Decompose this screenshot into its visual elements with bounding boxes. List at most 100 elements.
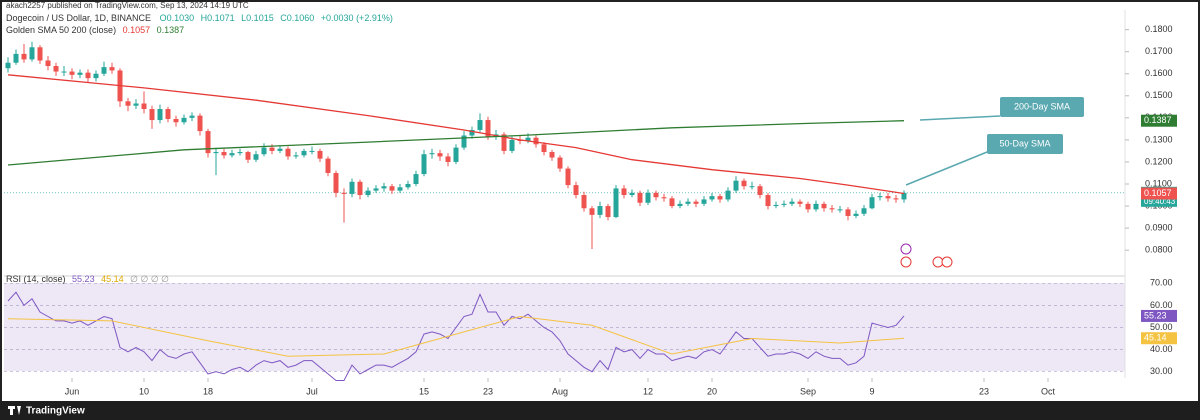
candle-body xyxy=(5,62,11,69)
candle-body xyxy=(461,135,467,148)
candle-body xyxy=(301,150,307,156)
candle-body xyxy=(733,180,739,191)
candle-body xyxy=(205,131,211,154)
candle-body xyxy=(293,155,299,157)
y-tick-label: 0.0800 xyxy=(1145,245,1173,255)
grid xyxy=(4,29,1129,382)
candle-body xyxy=(693,201,699,204)
candle-body xyxy=(373,188,379,191)
price-badge-label: 0.1387 xyxy=(1144,115,1172,125)
candle-body xyxy=(661,197,667,199)
candle-body xyxy=(621,188,627,196)
candle-body xyxy=(525,137,531,141)
candle-body xyxy=(13,53,19,63)
candle-body xyxy=(429,153,435,155)
x-tick-label: 23 xyxy=(483,386,493,396)
y-tick-label: 0.1800 xyxy=(1145,24,1173,34)
candle-body xyxy=(781,203,787,205)
legend-main: Dogecoin / US Dollar, 1D, BINANCE O0.103… xyxy=(6,13,393,23)
candle-body xyxy=(877,196,883,198)
price-badge xyxy=(1141,114,1177,127)
candle-body xyxy=(509,139,515,151)
candle-body xyxy=(709,196,715,200)
candle-body xyxy=(581,195,587,209)
y-tick-label: 0.1700 xyxy=(1145,46,1173,56)
candle-body xyxy=(381,186,387,189)
candle-body xyxy=(677,203,683,207)
candle-body xyxy=(669,198,675,207)
candle-body xyxy=(125,101,131,106)
candle-body xyxy=(837,209,843,211)
rsi-line xyxy=(7,315,905,357)
candle-body xyxy=(445,156,451,162)
legend-indicator: Golden SMA 50 200 (close) 0.1057 0.1387 xyxy=(6,25,184,35)
candle-body xyxy=(717,196,723,200)
candle-body xyxy=(637,192,643,203)
candle-body xyxy=(365,190,371,196)
candle-body xyxy=(389,186,395,191)
candle-body xyxy=(557,157,563,169)
candle-body xyxy=(37,47,43,61)
close: C0.1060 xyxy=(280,13,314,23)
candle-body xyxy=(573,185,579,196)
candle-body xyxy=(253,154,259,160)
price-badge xyxy=(1141,332,1177,345)
y-tick-label: 0.1100 xyxy=(1145,178,1172,188)
candle-body xyxy=(757,186,763,196)
candle-body xyxy=(317,150,323,159)
y2-tick-label: 30.00 xyxy=(1150,366,1173,376)
candle-body xyxy=(309,150,315,152)
x-tick-label: 20 xyxy=(707,386,717,396)
candle-body xyxy=(45,60,51,67)
candle-body xyxy=(565,168,571,186)
candle-body xyxy=(589,208,595,215)
candle-body xyxy=(181,117,187,123)
x-tick-label: Jul xyxy=(306,386,318,396)
candle-body xyxy=(653,192,659,198)
footer-brand: TradingView xyxy=(26,406,85,417)
sma-line xyxy=(7,120,905,166)
y-tick-label: 0.1500 xyxy=(1145,90,1173,100)
candle-body xyxy=(93,73,99,79)
candle-body xyxy=(333,172,339,193)
candle-body xyxy=(741,180,747,187)
candle-body xyxy=(725,190,731,200)
candle-body xyxy=(133,103,139,106)
annotation: 200-Day SMA xyxy=(1014,101,1070,111)
candle-body xyxy=(405,184,411,188)
candle-body xyxy=(197,115,203,132)
y-tick-label: 0.1300 xyxy=(1145,134,1173,144)
candle-body xyxy=(861,208,867,214)
candle-body xyxy=(245,152,251,160)
candle-body xyxy=(605,206,611,218)
candle-body xyxy=(453,147,459,162)
candle-body xyxy=(173,118,179,123)
candle-body xyxy=(53,66,59,72)
candle-body xyxy=(685,201,691,204)
sma50-value: 0.1057 xyxy=(123,25,151,35)
candle-body xyxy=(645,192,651,203)
candle-body xyxy=(341,192,347,194)
candle-body xyxy=(357,181,363,196)
legend-rsi: RSI (14, close) 55.23 45.14 ∅ ∅ ∅ ∅ xyxy=(6,274,169,284)
x-tick-label: Aug xyxy=(552,386,568,396)
x-tick-label: 12 xyxy=(643,386,653,396)
indicator-name: Golden SMA 50 200 (close) xyxy=(6,25,116,35)
candle-body xyxy=(413,174,419,184)
candle-body xyxy=(421,154,427,175)
candle-body xyxy=(853,213,859,216)
rsi-band xyxy=(4,283,1125,371)
candle-body xyxy=(21,53,27,60)
candle-body xyxy=(789,201,795,204)
marks xyxy=(5,41,907,381)
candle-body xyxy=(149,109,155,121)
y-tick-label: 0.1600 xyxy=(1145,68,1173,78)
candle-body xyxy=(109,67,115,71)
y2-tick-label: 60.00 xyxy=(1150,300,1173,310)
candle-body xyxy=(805,203,811,210)
annotation-arrow xyxy=(919,115,1001,121)
candle-body xyxy=(437,153,443,157)
candle-body xyxy=(469,129,475,136)
